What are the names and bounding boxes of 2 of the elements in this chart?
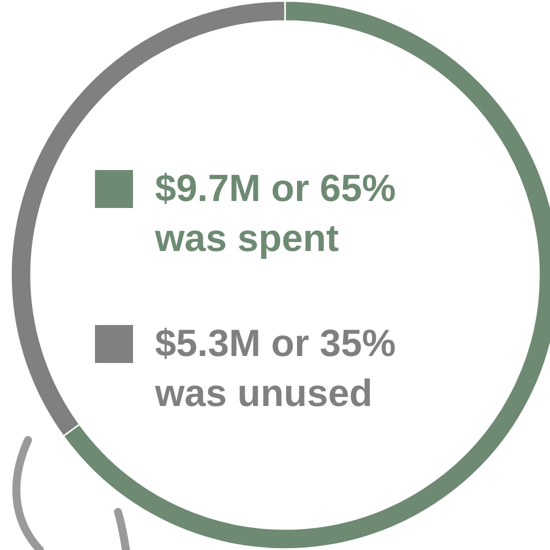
legend-label: $9.7M or 65% was spent: [154, 168, 396, 260]
legend-label: $5.3M or 35% was unused: [154, 323, 396, 415]
